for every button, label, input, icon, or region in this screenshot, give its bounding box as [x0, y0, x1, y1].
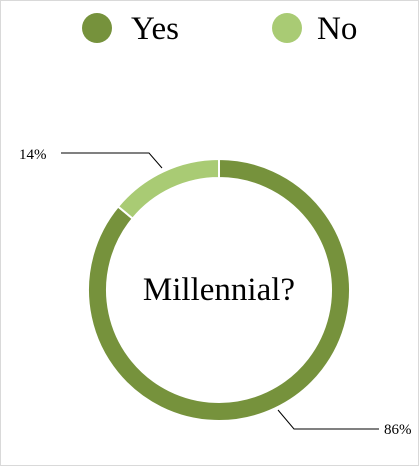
- leader-line-no: [61, 152, 163, 169]
- legend-label-no: No: [317, 11, 357, 47]
- leader-line-yes: [277, 409, 379, 430]
- legend: Yes No: [82, 11, 357, 47]
- legend-item-yes: Yes: [82, 11, 179, 47]
- slice-no: [116, 157, 220, 221]
- legend-item-no: No: [272, 11, 357, 47]
- legend-swatch-yes: [82, 13, 112, 43]
- legend-swatch-no: [272, 13, 302, 43]
- center-label: Millennial?: [143, 272, 295, 308]
- data-label-no: 14%: [19, 147, 47, 163]
- legend-label-yes: Yes: [131, 11, 179, 47]
- slice-yes: [87, 157, 351, 422]
- doughnut-slices: [87, 157, 351, 422]
- data-label-yes: 86%: [384, 422, 412, 438]
